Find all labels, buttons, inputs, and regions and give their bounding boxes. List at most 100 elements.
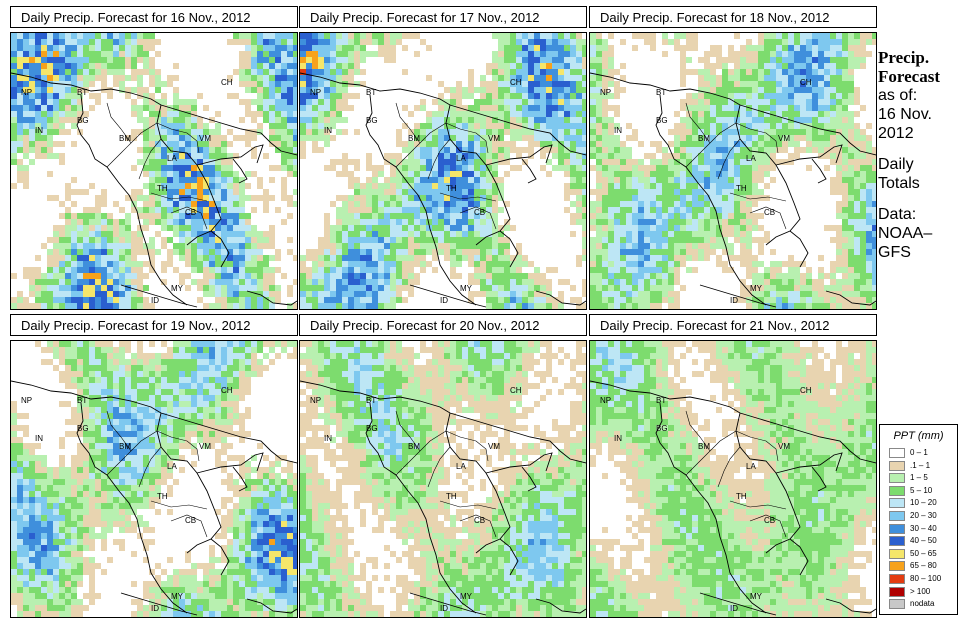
country-label: LA — [167, 154, 177, 163]
country-label: VM — [778, 134, 790, 143]
country-border — [735, 122, 779, 154]
coastline — [789, 230, 809, 268]
panel-title: Daily Precip. Forecast for 20 Nov., 2012 — [299, 314, 587, 336]
legend-item: 30 – 40 — [889, 523, 957, 535]
country-label: NP — [21, 88, 32, 97]
country-label: BG — [77, 116, 89, 125]
country-label: NP — [310, 88, 321, 97]
precip-map-svg: CH NP BT IN BG BM VM LA TH CB MY ID — [300, 341, 586, 617]
country-label: TH — [157, 184, 168, 193]
country-label: VM — [778, 442, 790, 451]
legend-label: .1 – 1 — [910, 460, 931, 470]
country-border — [138, 138, 162, 180]
country-border — [735, 430, 779, 462]
country-label: CB — [764, 208, 775, 217]
coastline — [811, 466, 827, 492]
country-label: ID — [440, 604, 448, 613]
precip-map: CH NP BT IN BG BM VM LA TH CB MY ID — [589, 32, 877, 310]
legend-swatch — [889, 536, 905, 547]
country-label: MY — [750, 284, 763, 293]
country-border — [427, 446, 451, 488]
panel-title: Daily Precip. Forecast for 17 Nov., 2012 — [299, 6, 587, 28]
coastline — [499, 230, 519, 268]
legend-label: 80 – 100 — [910, 574, 942, 583]
forecast-panel: Daily Precip. Forecast for 21 Nov., 2012… — [589, 314, 879, 618]
country-label: CB — [185, 516, 196, 525]
legend-label: 40 – 50 — [910, 536, 937, 546]
country-label: TH — [736, 492, 747, 501]
country-label: NP — [600, 88, 611, 97]
country-border — [156, 122, 200, 154]
country-label: CH — [221, 386, 233, 395]
coastline — [521, 466, 537, 492]
legend-swatch — [889, 599, 905, 610]
coastline — [775, 144, 843, 166]
precip-map: CH NP BT IN BG BM VM LA TH CB MY ID — [10, 32, 298, 310]
coastline — [196, 452, 264, 474]
country-label: VM — [488, 442, 500, 451]
coastline — [76, 94, 188, 306]
country-label: CB — [474, 516, 485, 525]
country-label: LA — [746, 462, 756, 471]
coastline — [655, 94, 767, 306]
country-label: BT — [366, 396, 376, 405]
country-label: BG — [77, 424, 89, 433]
country-label: LA — [456, 462, 466, 471]
ppt-legend: PPT (mm) 0 – 1 .1 – 1 1 – 5 5 – 10 10 – 20 20… — [879, 424, 958, 615]
country-label: LA — [167, 462, 177, 471]
country-border — [729, 192, 787, 202]
country-label: VM — [488, 134, 500, 143]
precip-map: CH NP BT IN BG BM VM LA TH CB MY ID — [10, 340, 298, 618]
country-label: TH — [157, 492, 168, 501]
country-label: CH — [510, 386, 522, 395]
coastline — [365, 94, 477, 306]
country-border — [685, 102, 711, 144]
legend-item: 40 – 50 — [889, 535, 957, 547]
daily-line2: Totals — [878, 175, 920, 192]
coastline — [521, 158, 537, 184]
side-title-line2: Forecast — [878, 67, 940, 86]
legend-swatch — [889, 511, 905, 521]
country-label: ID — [151, 296, 159, 305]
country-label: LA — [456, 154, 466, 163]
side-title-line1: Precip. — [878, 48, 930, 67]
coastline — [210, 230, 230, 268]
data-line1: Data: — [878, 206, 917, 223]
country-label: MY — [460, 592, 473, 601]
data-line2: NOAA– — [878, 225, 933, 242]
coastline — [655, 402, 767, 614]
country-label: BM — [408, 134, 420, 143]
legend-swatch — [889, 498, 905, 509]
coastline — [232, 158, 248, 184]
precip-map: CH NP BT IN BG BM VM LA TH CB MY ID — [299, 340, 587, 618]
country-border — [150, 500, 208, 510]
legend-item: 50 – 65 — [889, 548, 957, 560]
forecast-panel: Daily Precip. Forecast for 19 Nov., 2012… — [10, 314, 300, 618]
precip-map-svg: CH NP BT IN BG BM VM LA TH CB MY ID — [590, 33, 876, 309]
country-label: BM — [119, 442, 131, 451]
coastline — [232, 466, 248, 492]
country-label: NP — [600, 396, 611, 405]
country-label: CB — [474, 208, 485, 217]
country-label: LA — [746, 154, 756, 163]
country-label: BT — [77, 396, 87, 405]
coastline — [735, 412, 801, 554]
country-border — [395, 102, 421, 144]
coastline — [156, 412, 222, 554]
legend-item: nodata — [889, 598, 957, 610]
country-label: BG — [656, 116, 668, 125]
coastline — [485, 452, 553, 474]
country-label: BG — [366, 424, 378, 433]
side-caption: Precip. Forecast as of: 16 Nov. 2012 Dai… — [878, 48, 963, 262]
country-label: CH — [800, 386, 812, 395]
country-border — [439, 192, 497, 202]
country-border — [729, 500, 787, 510]
country-label: ID — [151, 604, 159, 613]
country-label: VM — [199, 134, 211, 143]
legend-swatch — [889, 460, 905, 471]
country-label: CB — [185, 208, 196, 217]
coastline — [409, 284, 487, 308]
country-label: NP — [310, 396, 321, 405]
country-label: IN — [35, 126, 43, 135]
legend-item: 65 – 80 — [889, 560, 957, 572]
